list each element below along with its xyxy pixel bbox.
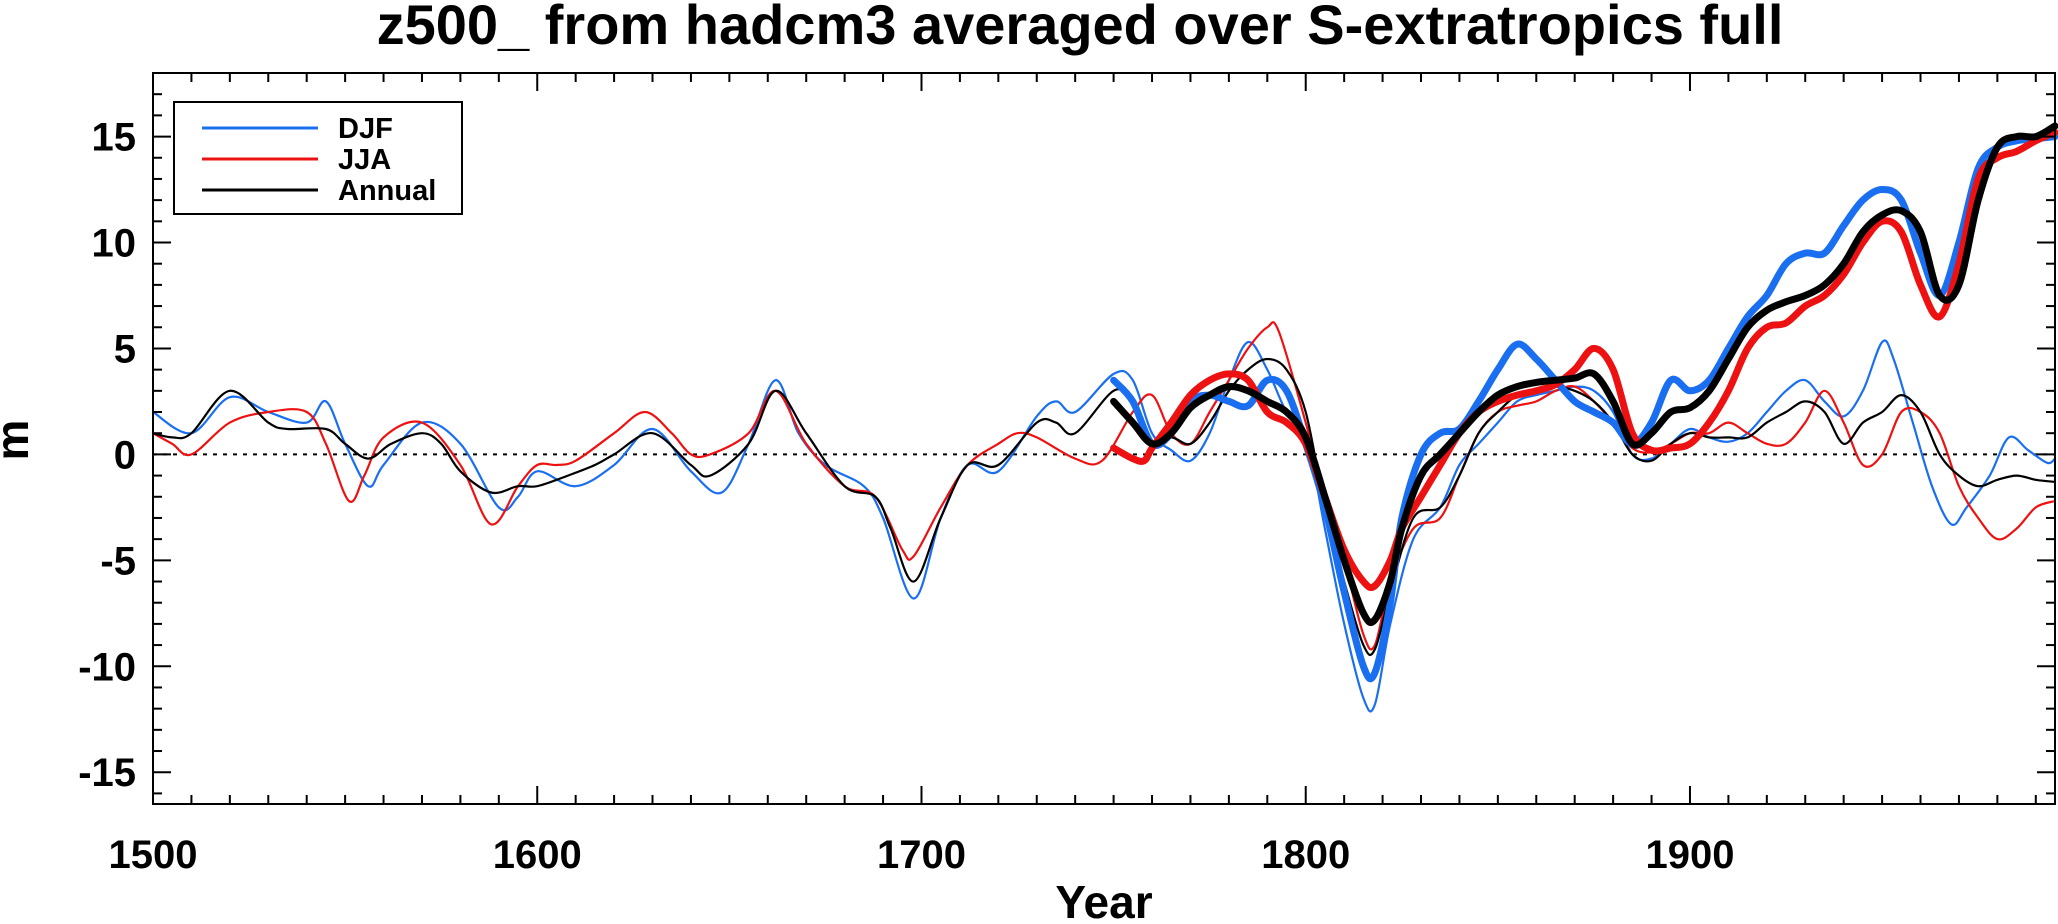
series-line-djf-thick (1110, 133, 2058, 683)
x-tick-label: 1800 (1261, 833, 1350, 877)
tick-layer: 1500 1600 1700 1800 1900 -15 -10 -5 0 5 10 15 (78, 72, 2055, 877)
y-tick-label: 10 (92, 222, 137, 266)
series-line-jja-thin (151, 321, 2057, 651)
legend-label-jja: JJA (338, 144, 391, 176)
series-layer (151, 122, 2058, 713)
y-tick-label: 0 (114, 433, 136, 477)
x-tick-label: 1700 (877, 833, 966, 877)
y-tick-label: -15 (78, 751, 136, 795)
x-tick-label: 1600 (493, 833, 582, 877)
x-tick-label: 1900 (1645, 833, 1734, 877)
series-line-annual-thin (151, 357, 2057, 656)
series-line-annual-thick (1110, 122, 2058, 627)
y-axis-label: m (0, 420, 38, 461)
plot-frame (152, 72, 2056, 805)
y-tick-label: -5 (100, 539, 136, 583)
y-tick-label: 5 (114, 327, 136, 371)
legend-label-djf: DJF (338, 113, 393, 145)
series-line-jja-thick (1110, 128, 2058, 592)
x-tick-label: 1500 (109, 833, 198, 877)
y-tick-label: -10 (78, 645, 136, 689)
legend-label-annual: Annual (338, 175, 436, 207)
x-axis-label: Year (1055, 876, 1152, 924)
series-line-djf-thin (151, 339, 2057, 713)
chart-title: z500_ from hadcm3 averaged over S-extrat… (377, 0, 1784, 56)
y-tick-label: 15 (92, 116, 137, 160)
